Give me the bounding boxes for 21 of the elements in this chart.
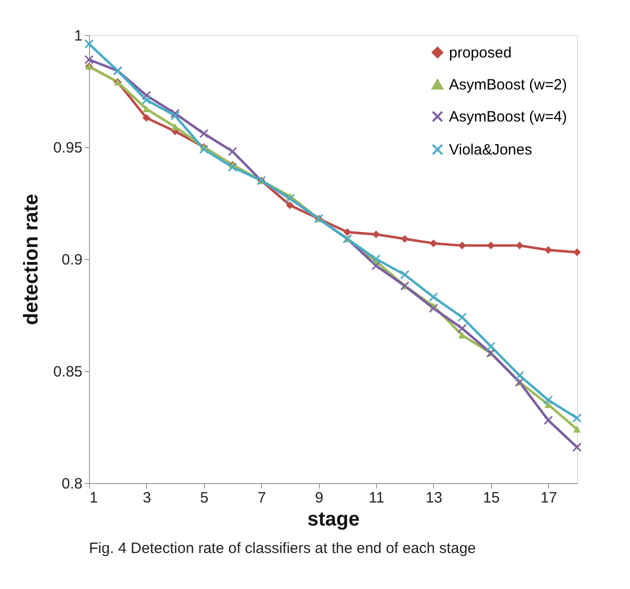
x-tick-label: 9 bbox=[314, 490, 324, 506]
x-tick-label: 15 bbox=[483, 490, 500, 506]
x-tick-label: 11 bbox=[368, 490, 384, 506]
x-tick-label: 5 bbox=[200, 490, 208, 506]
y-axis-title: detection rate bbox=[20, 194, 42, 326]
legend-label: AsymBoost (w=4) bbox=[449, 108, 567, 126]
y-tick-label: 0.85 bbox=[53, 364, 82, 380]
caption: Fig. 4 Detection rate of classifiers at the end of each stage bbox=[89, 540, 476, 557]
x-tick-label: 7 bbox=[258, 490, 266, 506]
legend-label: proposed bbox=[449, 44, 512, 62]
y-tick-label: 1 bbox=[74, 28, 82, 44]
x-tick-label: 17 bbox=[540, 490, 558, 506]
x-tick-label: 1 bbox=[90, 490, 98, 506]
legend-label: AsymBoost (w=2) bbox=[449, 76, 567, 94]
legend-label: Viola&Jones bbox=[449, 142, 532, 158]
x-axis-title: stage bbox=[307, 508, 360, 530]
y-tick-label: 0.8 bbox=[62, 476, 82, 492]
y-tick-label: 0.95 bbox=[53, 140, 82, 156]
y-tick-label: 0.9 bbox=[62, 252, 82, 268]
x-tick-label: 3 bbox=[142, 490, 152, 506]
x-tick-label: 13 bbox=[426, 490, 442, 506]
